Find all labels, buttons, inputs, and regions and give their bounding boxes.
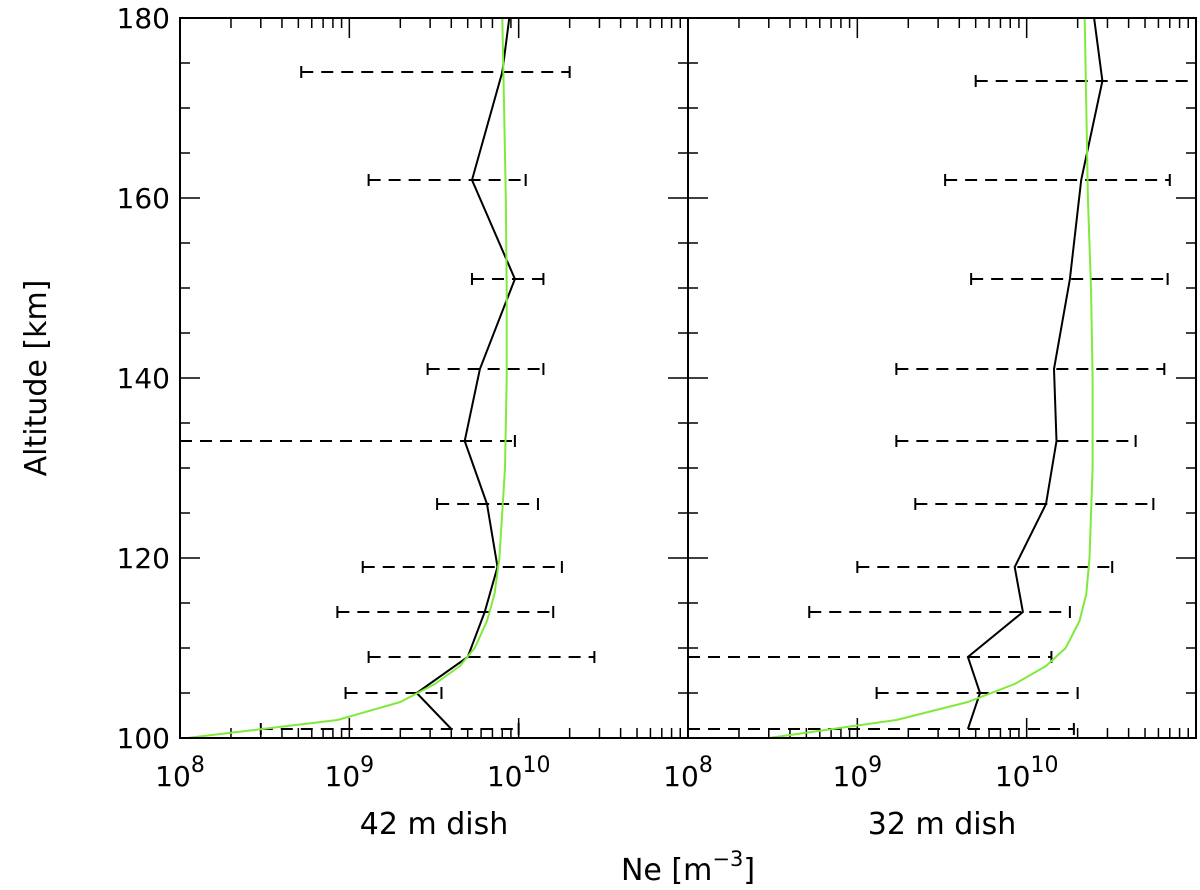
plot-area bbox=[180, 18, 596, 738]
y-tick-label: 120 bbox=[117, 542, 170, 575]
panel-frame bbox=[179, 17, 689, 739]
y-ticks bbox=[688, 17, 1196, 739]
measured-profile-line bbox=[415, 18, 516, 730]
x-tick-label-base: 10 bbox=[833, 760, 869, 793]
x-tick-labels: 108 109 1010 bbox=[155, 753, 550, 793]
x-tick-label: 108 bbox=[663, 753, 713, 793]
y-axis-title: Altitude [km] bbox=[19, 280, 54, 477]
x-axis-label-close: ] bbox=[743, 853, 755, 888]
panel-frame bbox=[687, 17, 1197, 739]
x-tick-label-exponent: 8 bbox=[191, 753, 205, 778]
panel-subtitle: 42 m dish bbox=[360, 807, 509, 842]
x-tick-label: 109 bbox=[325, 753, 375, 793]
y-tick-label: 160 bbox=[117, 182, 170, 215]
x-tick-label: 1010 bbox=[487, 753, 551, 793]
y-axis-label: Altitude [km] bbox=[19, 280, 54, 477]
x-tick-label-exponent: 9 bbox=[360, 753, 374, 778]
x-tick-label-base: 10 bbox=[155, 760, 191, 793]
x-axis-title: Ne [m−3] bbox=[621, 847, 755, 888]
model-profile-line bbox=[768, 18, 1094, 738]
x-tick-label: 108 bbox=[155, 753, 205, 793]
x-tick-labels: 108 109 1010 bbox=[663, 753, 1058, 793]
x-tick-label: 109 bbox=[833, 753, 883, 793]
x-tick-label-base: 10 bbox=[325, 760, 361, 793]
measured-profile-line bbox=[966, 18, 1104, 730]
x-tick-label-exponent: 10 bbox=[1030, 753, 1058, 778]
x-tick-label-base: 10 bbox=[995, 760, 1031, 793]
x-axis-label-exponent: −3 bbox=[712, 847, 743, 871]
x-tick-label: 1010 bbox=[995, 753, 1059, 793]
x-tick-label-exponent: 9 bbox=[868, 753, 882, 778]
y-tick-label: 140 bbox=[117, 362, 170, 395]
x-tick-label-base: 10 bbox=[663, 760, 699, 793]
model-profile-line bbox=[186, 18, 508, 738]
panel-subtitle: 32 m dish bbox=[868, 807, 1017, 842]
x-tick-label-base: 10 bbox=[487, 760, 523, 793]
plot-area bbox=[688, 18, 1196, 738]
y-tick-label: 180 bbox=[117, 2, 170, 35]
x-ticks bbox=[687, 18, 1190, 738]
y-tick-labels: 100 120 140 160 180 bbox=[117, 2, 170, 755]
x-axis-label-main: Ne [m bbox=[621, 853, 712, 888]
y-ticks bbox=[180, 17, 688, 739]
x-ticks bbox=[179, 18, 682, 738]
x-tick-label-exponent: 8 bbox=[699, 753, 713, 778]
y-tick-label: 100 bbox=[117, 722, 170, 755]
x-tick-label-exponent: 10 bbox=[522, 753, 550, 778]
x-axis-label: Ne [m−3] bbox=[621, 847, 755, 888]
